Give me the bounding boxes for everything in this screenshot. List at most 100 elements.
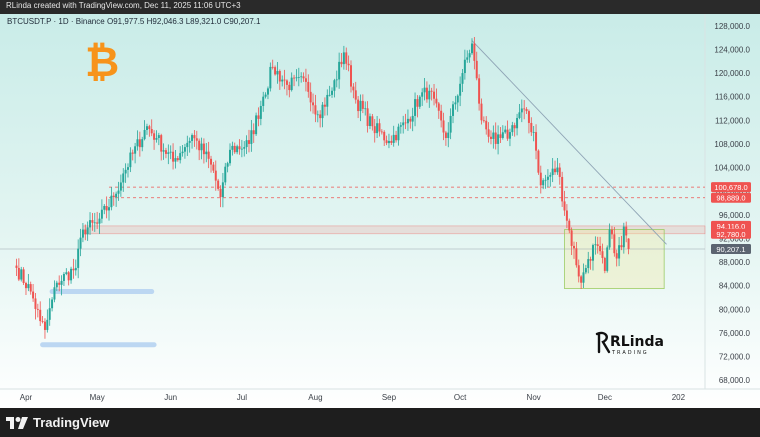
candle-body (257, 115, 260, 119)
candle-body (316, 114, 319, 116)
candle-body (511, 125, 514, 133)
candle-body (596, 244, 599, 247)
trendline (471, 40, 667, 245)
x-tick-label: 202 (672, 393, 686, 402)
price-tag (711, 220, 751, 231)
candle-body (606, 247, 609, 271)
candle-body (20, 269, 23, 280)
candle-body (207, 151, 210, 159)
candle-body (145, 126, 148, 130)
candle-body (236, 146, 239, 153)
candle-body (350, 65, 352, 87)
candle-body (599, 246, 602, 252)
candle-body (328, 94, 331, 96)
y-tick-label: 84,000.0 (719, 282, 751, 291)
candle-body (425, 87, 428, 100)
candle-body (603, 257, 606, 271)
candle-body (307, 81, 310, 92)
candle-body (91, 220, 94, 223)
candle-body (293, 77, 296, 79)
candle-body (210, 158, 213, 165)
candle-body (542, 180, 545, 186)
candle-body (447, 132, 450, 139)
candle-body (214, 170, 217, 181)
y-tick-label: 76,000.0 (719, 329, 751, 338)
candle-body (29, 284, 32, 292)
candle-body (314, 105, 317, 115)
candle-body (131, 152, 134, 154)
candle-body (221, 182, 224, 198)
candle-body (274, 67, 277, 75)
candle-body (297, 77, 300, 78)
candle-body (58, 282, 61, 285)
y-tick-label: 80,000.0 (719, 305, 751, 314)
candle-body (499, 134, 502, 138)
candle-body (150, 129, 153, 134)
candle-body (188, 140, 191, 143)
candle-body (36, 308, 39, 310)
candle-body (437, 103, 440, 111)
candle-body (117, 190, 120, 194)
price-tag (711, 243, 751, 254)
candle-body (610, 229, 613, 235)
candle-body (290, 77, 293, 91)
x-tick-label: Nov (527, 393, 541, 402)
candle-body (205, 151, 208, 155)
candle-body (406, 118, 409, 124)
chart-canvas[interactable]: 68,000.0 72,000.0 76,000.0 80,000.0 84,000.0… (0, 14, 760, 408)
candle-body (119, 182, 122, 191)
candle-body (103, 205, 106, 210)
candle-body (86, 227, 89, 235)
y-tick-label: 116,000.0 (715, 93, 751, 102)
candle-body (41, 321, 44, 322)
candle-body (570, 230, 573, 246)
candle-body (468, 53, 471, 58)
candle-body (368, 116, 371, 126)
candle-body (271, 66, 274, 68)
candle-body (494, 132, 497, 144)
candle-body (115, 193, 118, 198)
candle-body (480, 103, 483, 121)
candle-body (55, 282, 58, 288)
candle-body (421, 92, 424, 97)
candle-body (433, 91, 436, 99)
candle-body (219, 188, 222, 198)
candle-body (544, 179, 547, 181)
candle-body (195, 138, 198, 141)
candle-body (508, 132, 511, 139)
candle-body (461, 73, 464, 84)
candle-body (155, 138, 158, 140)
candle-body (15, 265, 18, 268)
candle-body (269, 66, 272, 89)
candle-body (390, 140, 393, 143)
tradingview-logo[interactable]: TradingView (6, 415, 109, 430)
candle-body (65, 272, 68, 274)
candles-layer (15, 36, 630, 339)
header-bar: RLinda created with TradingView.com, Dec… (0, 0, 760, 14)
candle-body (24, 282, 27, 289)
candle-body (285, 80, 288, 85)
brand-name: RLinda (610, 334, 664, 350)
candle-body (288, 84, 291, 91)
candle-body (442, 120, 445, 133)
footer-bar: TradingView (0, 408, 760, 437)
candle-body (164, 150, 167, 154)
candle-body (43, 321, 46, 330)
candle-body (167, 152, 170, 154)
candle-body (312, 102, 315, 106)
candle-body (17, 267, 20, 280)
candle-body (138, 139, 141, 148)
candle-body (409, 118, 412, 122)
candle-body (473, 43, 476, 61)
levels-layer (0, 40, 706, 348)
candle-body (98, 218, 101, 224)
candle-body (74, 267, 77, 271)
candle-body (84, 229, 87, 235)
candle-body (364, 108, 367, 110)
candle-body (395, 134, 398, 141)
candle-body (250, 130, 253, 144)
candle-body (392, 134, 395, 143)
candle-body (60, 280, 63, 285)
candle-body (302, 76, 305, 79)
candle-body (497, 134, 500, 144)
